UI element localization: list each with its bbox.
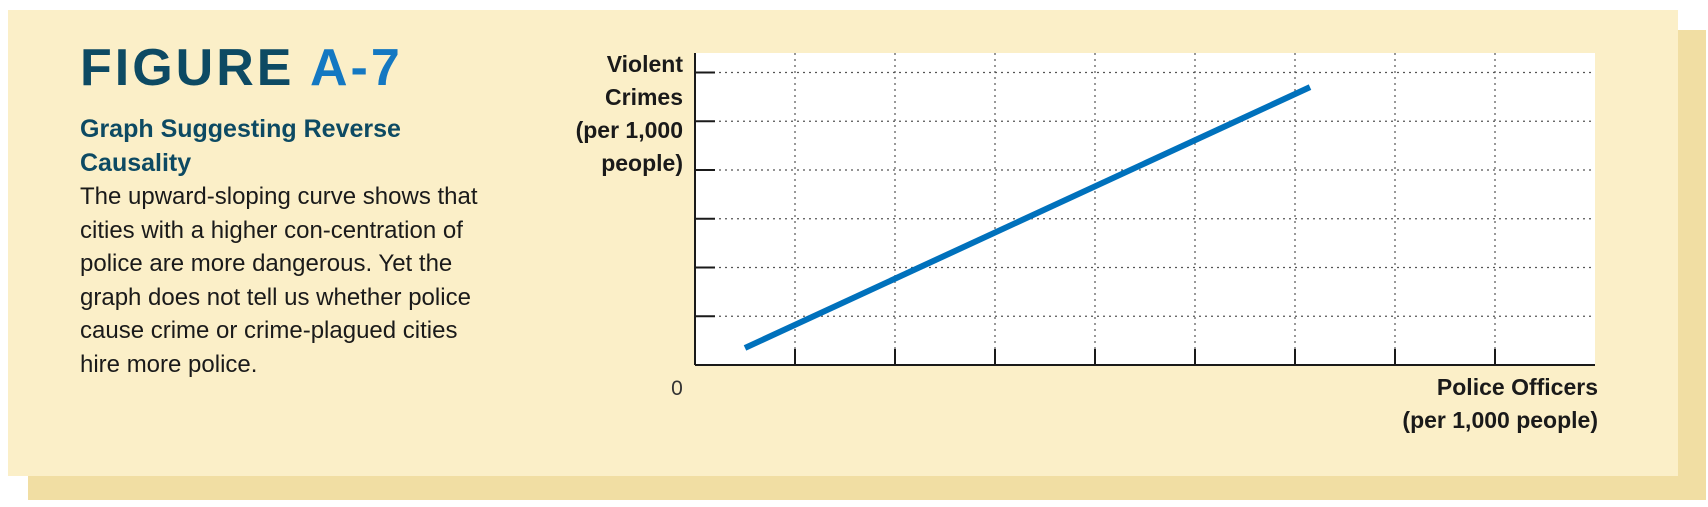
y-axis-label-line: Crimes [605,84,683,110]
figure-label: FIGURE [80,39,295,97]
series-line [743,84,1312,351]
plot-area [695,53,1595,365]
x-axis-label-line: Police Officers [1437,374,1598,400]
figure-number: A-7 [309,39,403,97]
figure-title: FIGURE A-7 [80,40,403,96]
axis-ticks [695,71,1496,365]
origin-label: 0 [671,377,683,400]
series-layer [743,84,1312,351]
y-axis-label-line: Violent [607,51,684,77]
figure-caption: The upward-sloping curve shows that citi… [80,183,478,378]
y-axis-label-line: people) [601,150,683,176]
x-axis-label-line: (per 1,000 people) [1402,407,1598,433]
figure-subtitle: Graph Suggesting Reverse Causality [80,115,401,177]
grid-lines [695,53,1595,365]
y-axis-label-line: (per 1,000 [576,117,683,143]
